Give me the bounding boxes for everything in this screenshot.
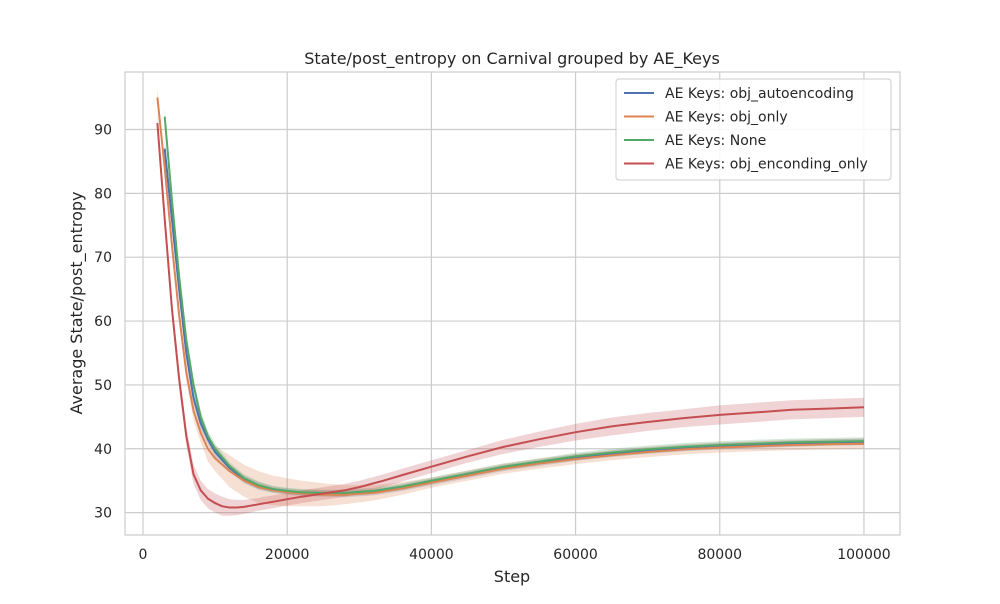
x-tick-label: 20000	[265, 547, 310, 563]
confidence-band-3	[157, 113, 864, 516]
legend-box	[615, 78, 892, 181]
x-tick-label: 100000	[837, 547, 890, 563]
x-tick-label: 40000	[409, 547, 454, 563]
x-tick-label: 0	[139, 547, 148, 563]
grid	[125, 72, 900, 535]
chart-title: State/post_entropy on Carnival grouped b…	[304, 49, 720, 69]
y-tick-label: 80	[94, 186, 112, 202]
series-line-3	[156, 123, 865, 509]
legend[interactable]: AE Keys: obj_autoencoding AE Keys: obj_on…	[615, 78, 892, 181]
y-tick-label: 30	[94, 506, 112, 522]
y-tick-label: 70	[94, 250, 112, 266]
legend-label: AE Keys: obj_enconding_only	[665, 157, 868, 173]
y-tick-label: 40	[94, 442, 112, 458]
plot-frame	[124, 71, 901, 536]
y-axis-label: Average State/post_entropy	[67, 192, 87, 415]
series-line-2	[163, 116, 865, 494]
x-tick-label: 80000	[697, 547, 742, 563]
x-axis-label: Step	[494, 567, 530, 586]
series-line-1	[156, 97, 865, 496]
x-tick-label: 60000	[553, 547, 598, 563]
y-tick-label: 50	[94, 378, 112, 394]
tick-labels: 0 20000 40000 60000 80000 100000 30 40 50 60 70 80 9…	[94, 122, 891, 563]
y-tick-label: 90	[94, 122, 112, 138]
legend-label: AE Keys: obj_only	[665, 110, 788, 126]
y-tick-label: 60	[94, 314, 112, 330]
series-lines	[156, 97, 865, 509]
legend-label: AE Keys: None	[665, 133, 766, 149]
legend-label: AE Keys: obj_autoencoding	[665, 86, 854, 102]
